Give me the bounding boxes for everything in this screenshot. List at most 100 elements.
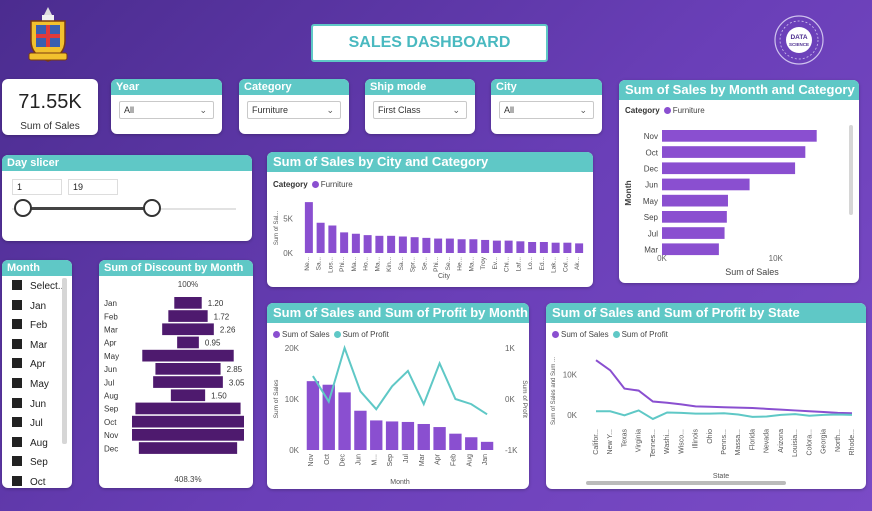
checkbox-icon[interactable] bbox=[12, 456, 22, 467]
bar bbox=[304, 202, 313, 253]
month-slicer-item[interactable]: Jun bbox=[12, 397, 46, 410]
day-slicer-min-input[interactable]: 1 bbox=[12, 179, 62, 195]
y-tick-label: Mar bbox=[104, 326, 118, 335]
checkbox-icon[interactable] bbox=[12, 397, 22, 408]
x-tick-label: Se... bbox=[445, 257, 452, 271]
bar bbox=[551, 242, 560, 253]
x-tick-label: Penns... bbox=[721, 429, 728, 455]
day-slicer[interactable]: Day slicer 1 19 bbox=[2, 155, 252, 241]
data-label: 3.05 bbox=[229, 378, 245, 387]
city-filter[interactable]: City All ⌄ bbox=[491, 79, 602, 134]
y-tick-label: Oct bbox=[104, 418, 117, 427]
y-tick-label: 10K bbox=[563, 370, 578, 379]
bar bbox=[138, 442, 238, 454]
city-dropdown-value: All bbox=[504, 105, 515, 115]
month-slicer-item-label: Feb bbox=[30, 320, 48, 332]
ship-mode-dropdown[interactable]: First Class ⌄ bbox=[373, 101, 467, 119]
month-slicer-item[interactable]: Jan bbox=[12, 299, 46, 312]
x-tick-label: Spr... bbox=[410, 257, 417, 272]
month-slicer-item[interactable]: Oct bbox=[12, 476, 46, 488]
svg-text:DATA: DATA bbox=[790, 34, 807, 41]
category-filter[interactable]: Category Furniture ⌄ bbox=[239, 79, 349, 134]
x-axis-label: State bbox=[713, 473, 729, 480]
bar bbox=[401, 421, 415, 450]
state-chart-scrollbar[interactable] bbox=[586, 481, 786, 485]
day-slider-min-handle[interactable] bbox=[14, 199, 32, 217]
month-slicer-item[interactable]: Sep bbox=[12, 456, 48, 468]
year-filter[interactable]: Year All ⌄ bbox=[111, 79, 222, 134]
y2-tick-label: -1K bbox=[505, 446, 518, 455]
bar bbox=[398, 236, 407, 253]
ship-mode-filter[interactable]: Ship mode First Class ⌄ bbox=[365, 79, 475, 134]
kpi-value: 71.55K bbox=[18, 91, 82, 113]
bar bbox=[132, 429, 244, 441]
bar bbox=[316, 222, 325, 253]
discount-chart: 100% Jan 1.20 Feb 1.72 Mar 2.26 Apr 0.95 May Jun 2.… bbox=[104, 280, 245, 484]
month-slicer-item[interactable]: May bbox=[12, 378, 49, 390]
checkbox-icon[interactable] bbox=[12, 358, 22, 369]
x-tick-label: Illinois bbox=[693, 429, 700, 449]
bar bbox=[662, 243, 719, 256]
year-filter-label: Year bbox=[111, 79, 222, 95]
x-tick-label: 10K bbox=[769, 254, 784, 263]
month-slicer-item[interactable]: Apr bbox=[12, 358, 46, 370]
bar bbox=[662, 162, 796, 175]
x-tick-label: Oct bbox=[324, 454, 331, 465]
category-dropdown[interactable]: Furniture ⌄ bbox=[247, 101, 341, 119]
month-slicer-item[interactable]: Feb bbox=[12, 319, 47, 331]
day-slicer-max-input[interactable]: 19 bbox=[68, 179, 118, 195]
city-legend-item: Furniture bbox=[320, 180, 353, 189]
x-tick-label: Nov bbox=[308, 454, 315, 467]
month-category-chart-title: Sum of Sales by Month and Category bbox=[619, 80, 859, 100]
x-axis-label: City bbox=[438, 273, 451, 280]
bar bbox=[322, 384, 335, 450]
discount-chart-card: Sum of Discount by Month 100% Jan 1.20 Feb 1… bbox=[99, 260, 253, 488]
sales-profit-state-legend: Sum of Sales Sum of Profit bbox=[548, 330, 668, 339]
x-tick-label: Nevada bbox=[764, 429, 771, 453]
y-axis-label: Sum of Sales and Sum ... bbox=[551, 357, 557, 425]
x-tick-label: Col... bbox=[562, 257, 569, 272]
y-tick-label: Sep bbox=[104, 405, 119, 414]
day-slider-max-handle[interactable] bbox=[143, 199, 161, 217]
x-tick-label: Califor... bbox=[593, 429, 600, 455]
checkbox-icon[interactable] bbox=[12, 299, 22, 310]
x-tick-label: Texas bbox=[621, 429, 628, 448]
month-slicer-item[interactable]: Jul bbox=[12, 417, 43, 429]
y-tick-label: Nov bbox=[104, 431, 118, 440]
ship-mode-dropdown-value: First Class bbox=[378, 105, 421, 115]
checkbox-icon[interactable] bbox=[12, 378, 22, 388]
sales-profit-state-title: Sum of Sales and Sum of Profit by State bbox=[546, 303, 866, 323]
month-category-scrollbar[interactable] bbox=[849, 125, 853, 215]
checkbox-icon[interactable] bbox=[12, 280, 22, 290]
month-slicer-item-label: Select... bbox=[30, 281, 67, 292]
month-slicer-scrollbar[interactable] bbox=[62, 278, 67, 444]
day-slicer-label: Day slicer bbox=[2, 155, 252, 171]
x-tick-label: Phi... bbox=[433, 257, 440, 272]
x-tick-label: Georgia bbox=[821, 429, 828, 454]
month-slicer-item-label: Mar bbox=[30, 339, 48, 351]
day-slider-range bbox=[23, 207, 151, 210]
checkbox-icon[interactable] bbox=[12, 338, 22, 349]
x-tick-label: Tennes... bbox=[650, 429, 657, 457]
month-slicer[interactable]: Month Select... Jan Feb Mar Apr May Jun Jul Aug S… bbox=[2, 260, 72, 488]
checkbox-icon[interactable] bbox=[12, 476, 22, 486]
x-tick-label: Kin... bbox=[386, 257, 393, 272]
checkbox-icon[interactable] bbox=[12, 319, 22, 330]
y-tick-label: 5K bbox=[283, 215, 293, 224]
year-dropdown-value: All bbox=[124, 105, 135, 115]
city-chart-title: Sum of Sales by City and Category bbox=[267, 152, 593, 172]
month-slicer-item-label: Sep bbox=[30, 457, 48, 469]
university-crest-logo bbox=[28, 7, 68, 62]
checkbox-icon[interactable] bbox=[12, 417, 22, 428]
year-dropdown[interactable]: All ⌄ bbox=[119, 101, 214, 119]
chevron-down-icon: ⌄ bbox=[579, 105, 587, 115]
sales-profit-month-chart: 20K 10K 0K 1K 0K -1K Sum of Sales Sum of Profit… bbox=[273, 344, 528, 486]
checkbox-icon[interactable] bbox=[12, 436, 22, 447]
bar bbox=[516, 241, 525, 253]
month-slicer-item[interactable]: Select... bbox=[12, 280, 66, 292]
bar bbox=[375, 235, 384, 253]
city-dropdown[interactable]: All ⌄ bbox=[499, 101, 594, 119]
month-slicer-item[interactable]: Mar bbox=[12, 338, 48, 351]
month-slicer-item[interactable]: Aug bbox=[12, 436, 48, 449]
